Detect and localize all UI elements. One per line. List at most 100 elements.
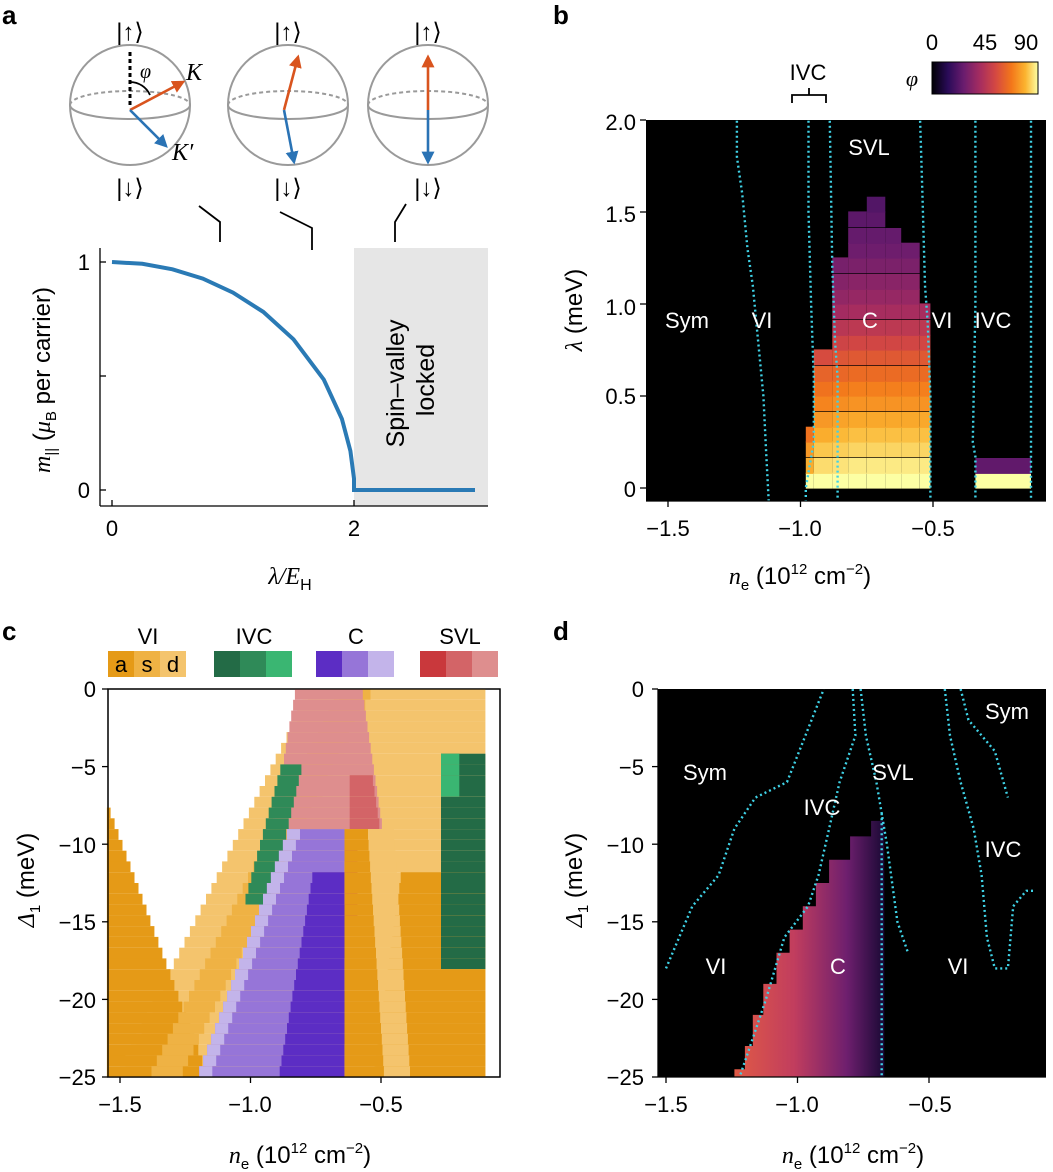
c-ytick: −10 [59, 833, 96, 858]
c-phase-cell [183, 1001, 215, 1013]
pointer-line [198, 205, 221, 242]
a-ytick-1: 1 [78, 250, 90, 275]
c-phase-cell [231, 980, 245, 991]
c-xtick: −1.5 [98, 1092, 141, 1117]
c-phase-cell [376, 958, 403, 970]
c-phase-cell [106, 904, 147, 916]
c-phase-cell [162, 1044, 194, 1056]
b-heatmap-cell [885, 334, 902, 351]
d-phase-boundaries [664, 689, 1035, 1077]
c-phase-cell [278, 786, 378, 797]
c-phase-cell [287, 1023, 345, 1034]
c-phase-cell [259, 904, 345, 916]
c-phase-cell [247, 936, 345, 948]
d-label-ivc: IVC [804, 795, 841, 820]
d-ytick: −5 [619, 755, 644, 780]
a-xtick-2: 2 [348, 516, 360, 541]
b-ivc-bracket [791, 94, 827, 103]
b-heatmap-cell [813, 380, 833, 397]
b-heatmap-cell [866, 257, 886, 274]
c-phase-cell [239, 958, 345, 970]
c-phase-cell [254, 861, 279, 873]
b-heatmap-cell [901, 257, 920, 274]
b-heatmap-cell [901, 242, 920, 259]
c-phase-cell [291, 710, 366, 722]
c-phase-cell [106, 980, 175, 991]
d-xtick: −0.5 [908, 1092, 951, 1117]
c-phase-cell [231, 904, 264, 916]
c-phase-cell [377, 969, 404, 980]
b-colorbar-tick: 90 [1014, 30, 1038, 55]
b-heatmap-cell [813, 426, 833, 443]
c-phase-cell [199, 1066, 213, 1077]
c-phase-cell [203, 1055, 217, 1067]
c-phase-cell [270, 764, 486, 776]
c-phase-cell [344, 904, 374, 916]
b-heatmap-cell [901, 274, 920, 290]
c-phase-cell [344, 1066, 384, 1077]
c-ylabel: Δ1 (meV) [13, 833, 44, 928]
panel-b: −1.5 −1.0 −0.5 0 0.5 1.0 1.5 2.0 Sym VI … [561, 30, 1046, 594]
c-phase-cell [344, 1055, 384, 1067]
c-phase-cell [263, 893, 345, 905]
c-phase-cell [441, 915, 486, 927]
c-phase-cell [274, 786, 297, 797]
c-phase-cell [344, 872, 371, 883]
angle-label: φ [140, 61, 151, 83]
c-phase-cell [287, 732, 370, 743]
c-phase-cell [266, 883, 345, 894]
b-heatmap-cell [885, 228, 902, 244]
d-ytick: −15 [607, 910, 644, 935]
b-ytick: 0.5 [605, 384, 636, 409]
c-phase-cell [239, 958, 253, 970]
b-heatmap-cell [901, 380, 920, 397]
c-phase-cell [210, 947, 242, 959]
c-phase-cell [344, 850, 370, 862]
panel-c: VI a s d IVC C SVL −1.5 −1.0 −0.5 0 −5 −10 −15… [13, 624, 501, 1172]
spin-vector-k [129, 80, 186, 112]
b-heatmap-cell [885, 349, 902, 366]
c-phase-cell [223, 1001, 237, 1013]
c-legend-swatch [108, 651, 134, 677]
c-phase-cell [344, 1033, 382, 1045]
d-label-c: C [830, 954, 846, 979]
c-phase-cell [441, 829, 486, 840]
c-phase-cell [259, 904, 273, 916]
panel-d: −1.5 −1.0 −0.5 0 −5 −10 −15 −20 −25 Sym … [561, 677, 1046, 1172]
c-phase-cell [262, 829, 287, 840]
c-phase-cell [344, 1012, 381, 1024]
bloch-up-label: |↑⟩ [116, 19, 144, 46]
c-phase-cell [344, 1023, 382, 1034]
c-phase-cell [310, 883, 345, 894]
bloch-sphere-3: |↑⟩ |↓⟩ [367, 19, 489, 202]
c-phase-cell [211, 1033, 225, 1045]
c-phase-cell [344, 936, 376, 948]
b-phase-boundary [971, 120, 977, 501]
b-heatmap-cell [885, 412, 902, 428]
c-phase-cell [441, 861, 486, 873]
b-heatmap-cell [866, 211, 886, 228]
b-heatmap-cell [919, 366, 931, 382]
a-xlabel: λ/EH [267, 564, 311, 594]
c-xtick: −1.0 [228, 1092, 271, 1117]
c-legend-swatch [472, 651, 498, 677]
c-phase-cell [299, 947, 345, 959]
d-phase-boundary [859, 689, 910, 954]
b-heatmap-cell [901, 458, 920, 474]
b-heatmap-cell [832, 288, 849, 305]
b-heatmap-cell [848, 228, 867, 244]
c-phase-cell [344, 1001, 380, 1013]
b-colorbar-label: φ [906, 66, 918, 91]
c-phase-cell [344, 958, 377, 970]
c-phase-cell [374, 926, 401, 937]
c-phase-cell [219, 1012, 345, 1024]
b-heatmap-cell [866, 288, 886, 305]
panel-label-b: b [553, 0, 569, 30]
c-ytick: −5 [71, 755, 96, 780]
c-ticks [102, 688, 382, 1083]
c-legend-swatch [342, 651, 368, 677]
k-label: K [185, 60, 204, 86]
c-phase-cell [372, 893, 399, 905]
c-phase-cell [282, 839, 345, 851]
